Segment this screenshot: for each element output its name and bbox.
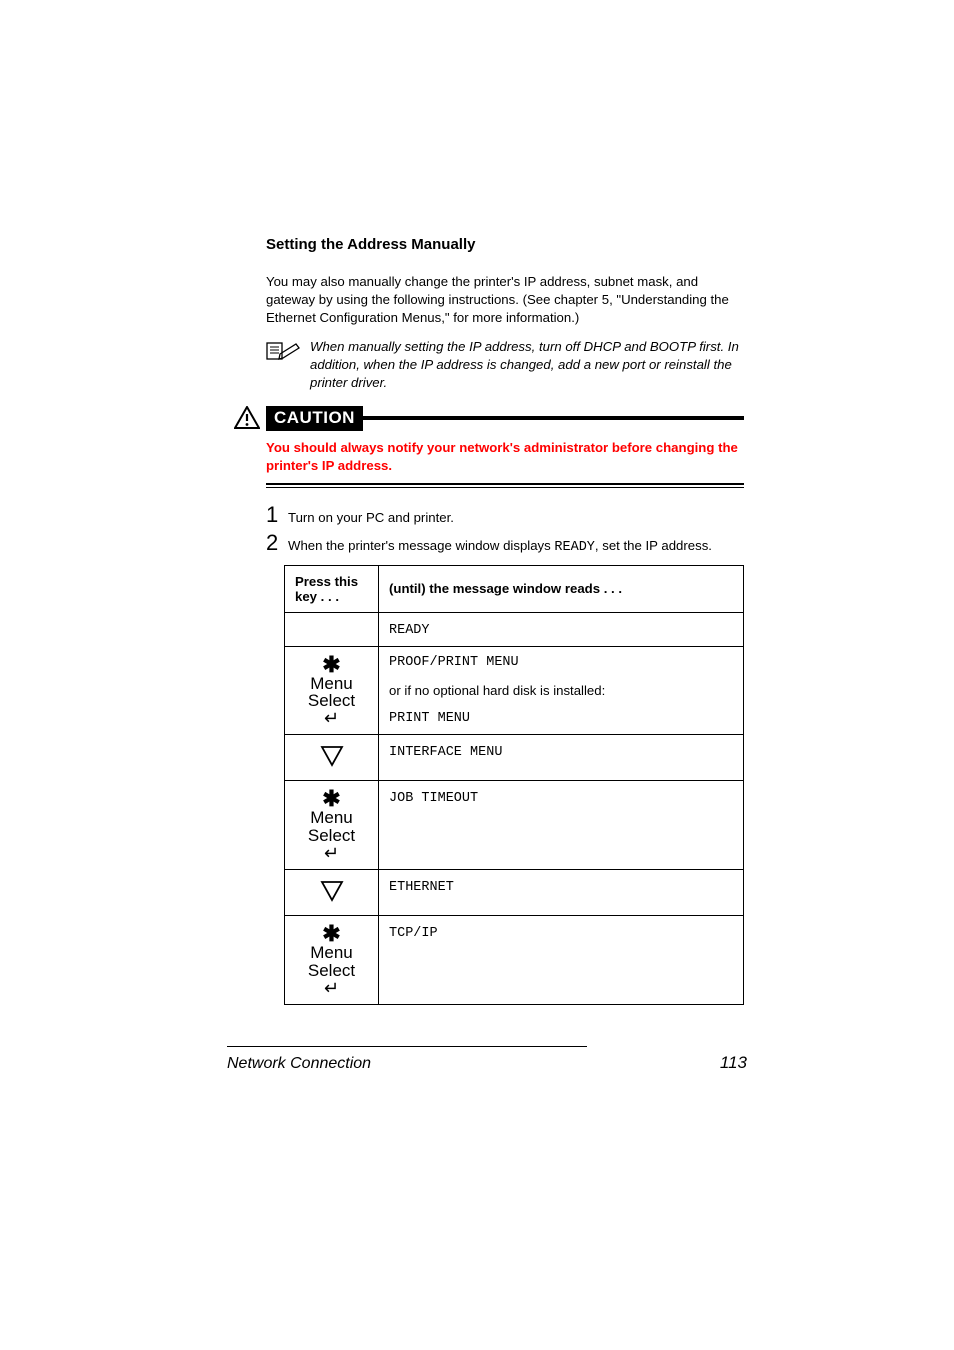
enter-icon: ↵ xyxy=(324,980,339,996)
warning-triangle-icon xyxy=(234,406,260,430)
table-row: ETHERNET xyxy=(285,870,744,916)
step-1: 1 Turn on your PC and printer. xyxy=(266,502,744,528)
caution-label: CAUTION xyxy=(266,406,363,431)
step-text-mono: READY xyxy=(554,540,595,555)
footer-page-number: 113 xyxy=(720,1053,747,1073)
table-row: READY xyxy=(285,612,744,646)
key-cell-menu: ✱ Menu Select ↵ xyxy=(285,646,379,735)
star-icon: ✱ xyxy=(322,789,340,809)
down-triangle-icon xyxy=(319,878,345,904)
table-row: ✱ Menu Select ↵ JOB TIMEOUT xyxy=(285,781,744,870)
key-cell-empty xyxy=(285,612,379,646)
table-header-key: Press this key . . . xyxy=(285,565,379,612)
step-number: 1 xyxy=(266,502,288,528)
key-cell-menu: ✱ Menu Select ↵ xyxy=(285,916,379,1005)
msg-mono: TCP/IP xyxy=(389,926,438,941)
star-icon: ✱ xyxy=(322,924,340,944)
menu-label: Menu xyxy=(310,944,353,962)
down-triangle-icon xyxy=(319,743,345,769)
footer-section-title: Network Connection xyxy=(227,1055,371,1073)
table-row: INTERFACE MENU xyxy=(285,735,744,781)
step-number: 2 xyxy=(266,530,288,556)
enter-icon: ↵ xyxy=(324,845,339,861)
msg-mono: ETHERNET xyxy=(389,880,454,895)
msg-cell: PROOF/PRINT MENU or if no optional hard … xyxy=(379,646,744,735)
table-row: ✱ Menu Select ↵ PROOF/PRINT MENU or if n… xyxy=(285,646,744,735)
page-footer: Network Connection 113 xyxy=(227,1046,747,1073)
msg-mono: PROOF/PRINT MENU xyxy=(389,655,733,670)
step-2: 2 When the printer's message window disp… xyxy=(266,530,744,557)
table-header-msg: (until) the message window reads . . . xyxy=(379,565,744,612)
caution-end-rule xyxy=(266,483,744,488)
key-cell-menu: ✱ Menu Select ↵ xyxy=(285,781,379,870)
section-heading: Setting the Address Manually xyxy=(266,236,744,253)
msg-mono: READY xyxy=(389,623,430,638)
caution-block: CAUTION xyxy=(234,406,744,431)
msg-cell: INTERFACE MENU xyxy=(379,735,744,781)
star-icon: ✱ xyxy=(322,655,340,675)
note-block: When manually setting the IP address, tu… xyxy=(266,338,744,391)
intro-paragraph: You may also manually change the printer… xyxy=(266,273,744,326)
msg-cell: ETHERNET xyxy=(379,870,744,916)
footer-rule xyxy=(227,1046,587,1047)
msg-cell: READY xyxy=(379,612,744,646)
step-text-part: When the printer's message window displa… xyxy=(288,538,554,553)
menu-label: Menu xyxy=(310,675,353,693)
msg-mono: PRINT MENU xyxy=(389,711,733,726)
table-row: ✱ Menu Select ↵ TCP/IP xyxy=(285,916,744,1005)
menu-label: Menu xyxy=(310,809,353,827)
key-sequence-table: Press this key . . . (until) the message… xyxy=(284,565,744,1005)
msg-mono: JOB TIMEOUT xyxy=(389,791,478,806)
msg-cell: TCP/IP xyxy=(379,916,744,1005)
key-cell-down xyxy=(285,870,379,916)
key-cell-down xyxy=(285,735,379,781)
note-text: When manually setting the IP address, tu… xyxy=(310,338,744,391)
step-text: When the printer's message window displa… xyxy=(288,537,712,557)
msg-plain: or if no optional hard disk is installed… xyxy=(389,680,733,701)
step-text-part: , set the IP address. xyxy=(595,538,712,553)
msg-mono: INTERFACE MENU xyxy=(389,745,502,760)
caution-text: You should always notify your network's … xyxy=(266,439,744,475)
enter-icon: ↵ xyxy=(324,710,339,726)
msg-cell: JOB TIMEOUT xyxy=(379,781,744,870)
select-label: Select xyxy=(308,962,355,980)
note-icon xyxy=(266,338,310,367)
step-text: Turn on your PC and printer. xyxy=(288,509,454,527)
